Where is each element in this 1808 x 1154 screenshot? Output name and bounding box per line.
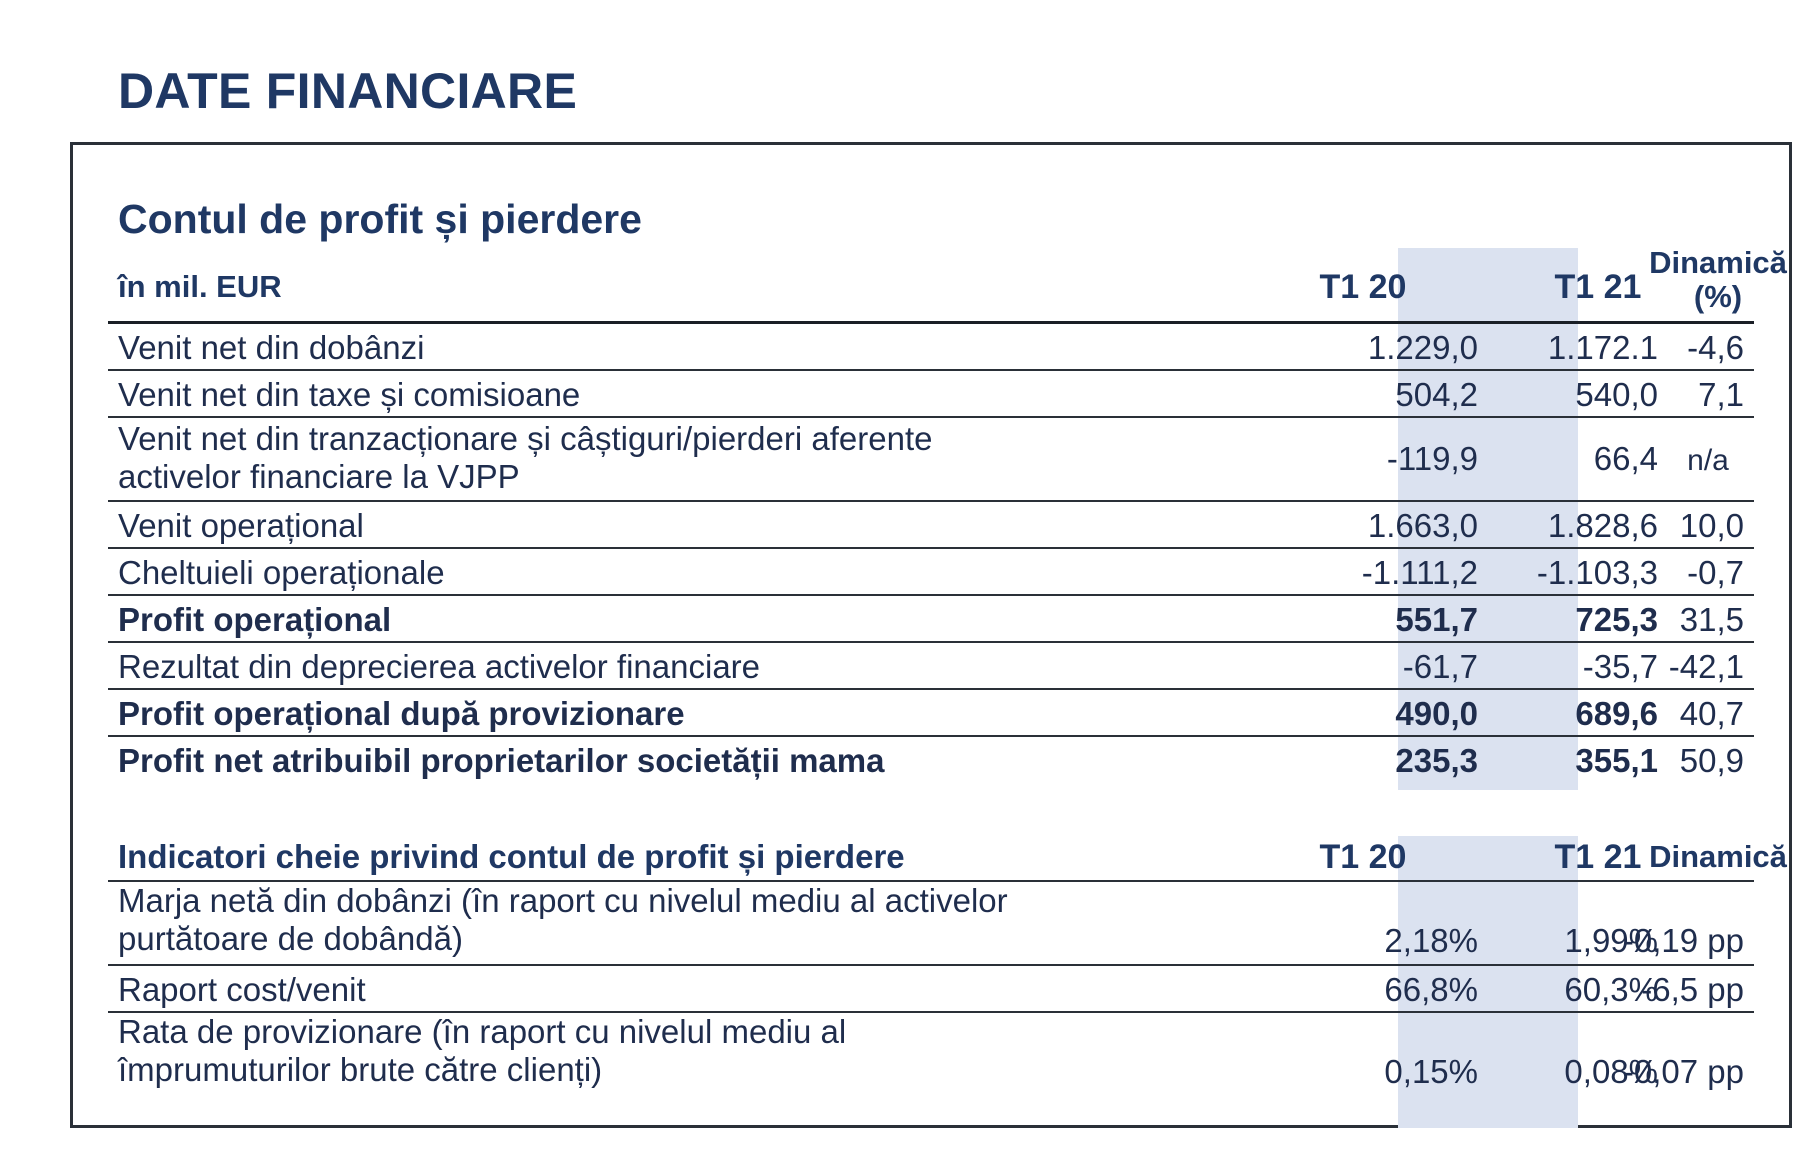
col-header-dynamics: Dinamică (%) (1588, 246, 1808, 314)
value-t1-20: 551,7 (1395, 601, 1478, 638)
value-dynamics: -0,19 pp (1622, 922, 1744, 959)
col-header-t1-21: T1 21 (1554, 268, 1642, 306)
value-t1-21: -1.103,3 (1536, 554, 1658, 591)
value-t1-21: 0,08% (1564, 1053, 1658, 1090)
value-t1-21: 725,3 (1575, 601, 1658, 638)
indicators-header: Indicatori cheie privind contul de profi… (108, 836, 1787, 882)
table-row: Venit net din tranzacționare și câștigur… (108, 418, 1754, 502)
value-dynamics: 50,9 (1679, 742, 1744, 779)
row-label-line2: purtătoare de dobândă) (118, 920, 463, 957)
value-t1-21: -35,7 (1582, 648, 1658, 685)
row-label: Venit operațional (118, 507, 364, 544)
col-header-dynamics: Dinamică (1649, 839, 1787, 874)
value-t1-20: 66,8% (1384, 971, 1478, 1008)
row-label-line1: Rata de provizionare (în raport cu nivel… (118, 1013, 847, 1050)
table-row: Venit operațional 1.663,0 1.828,6 10,0 (108, 502, 1754, 549)
value-t1-20: 1.229,0 (1367, 329, 1478, 366)
value-dynamics: 7,1 (1698, 376, 1744, 413)
table-row: Cheltuieli operaționale -1.111,2 -1.103,… (108, 549, 1754, 596)
table-row: Marja netă din dobânzi (în raport cu niv… (108, 882, 1754, 966)
table-row: Raport cost/venit 66,8% 60,3% -6,5 pp (108, 966, 1754, 1013)
row-label: Profit net atribuibil proprietarilor soc… (118, 742, 885, 779)
financial-data-frame (70, 142, 1792, 1128)
value-t1-21: 1.172.1 (1547, 329, 1658, 366)
row-label: Rata de provizionare (în raport cu nivel… (118, 1013, 1178, 1089)
table-row: Rata de provizionare (în raport cu nivel… (108, 1013, 1754, 1103)
value-t1-21: 1.828,6 (1547, 507, 1658, 544)
page-title: DATE FINANCIARE (118, 63, 578, 119)
col-header-t1-21: T1 21 (1554, 838, 1642, 876)
row-label: Raport cost/venit (118, 971, 366, 1008)
value-dynamics: n/a (1687, 444, 1729, 477)
table-row: Profit net atribuibil proprietarilor soc… (108, 737, 1754, 790)
t1-21-column-highlight-bottom (1398, 836, 1578, 1128)
col-header-dynamics-line2: (%) (1693, 279, 1743, 314)
value-t1-20: 490,0 (1395, 695, 1478, 732)
table-row: Venit net din taxe și comisioane 504,2 5… (108, 371, 1754, 418)
row-label: Venit net din tranzacționare și câștigur… (118, 420, 1178, 496)
value-dynamics: -42,1 (1668, 648, 1744, 685)
row-label-line1: Venit net din tranzacționare și câștigur… (118, 420, 933, 457)
value-t1-20: -1.111,2 (1361, 554, 1478, 591)
value-t1-20: 1.663,0 (1367, 507, 1478, 544)
value-t1-21: 355,1 (1575, 742, 1658, 779)
indicators-title: Indicatori cheie privind contul de profi… (118, 838, 905, 875)
value-dynamics: 40,7 (1679, 695, 1744, 732)
row-label-line2: activelor financiare la VJPP (118, 458, 520, 495)
value-t1-20: 2,18% (1384, 922, 1478, 959)
table-row: Venit net din dobânzi 1.229,0 1.172.1 -4… (108, 324, 1754, 371)
value-dynamics: -0,7 (1687, 554, 1744, 591)
value-t1-21: 60,3% (1564, 971, 1658, 1008)
value-dynamics: -6,5 pp (1641, 971, 1744, 1008)
table-row: Profit operațional după provizionare 490… (108, 690, 1754, 737)
section-title-profit-loss: Contul de profit și pierdere (118, 196, 642, 242)
value-t1-20: -119,9 (1386, 440, 1478, 477)
row-label-line2: împrumuturilor brute către clienți) (118, 1051, 603, 1088)
value-t1-20: 504,2 (1395, 376, 1478, 413)
row-label: Rezultat din deprecierea activelor finan… (118, 648, 761, 685)
value-dynamics: 10,0 (1679, 507, 1744, 544)
col-header-t1-20: T1 20 (1319, 268, 1407, 306)
table-row: Rezultat din deprecierea activelor finan… (108, 643, 1754, 690)
row-label-line1: Marja netă din dobânzi (în raport cu niv… (118, 882, 1008, 919)
row-label: Cheltuieli operaționale (118, 554, 445, 591)
row-label: Marja netă din dobânzi (în raport cu niv… (118, 882, 1178, 958)
value-dynamics: -4,6 (1687, 329, 1744, 366)
value-t1-20: 235,3 (1395, 742, 1478, 779)
value-dynamics: -0,07 pp (1622, 1053, 1744, 1090)
value-t1-21: 540,0 (1575, 376, 1658, 413)
row-label: Profit operațional după provizionare (118, 695, 685, 732)
row-label: Venit net din dobânzi (118, 329, 425, 366)
value-t1-20: 0,15% (1384, 1053, 1478, 1090)
col-header-dynamics-line1: Dinamică (1649, 245, 1787, 280)
col-header-t1-20: T1 20 (1319, 838, 1407, 876)
value-t1-20: -61,7 (1402, 648, 1478, 685)
unit-label: în mil. EUR (118, 269, 282, 304)
table-header: în mil. EUR T1 20 T1 21 Dinamică (%) (108, 246, 1787, 324)
value-t1-21: 689,6 (1575, 695, 1658, 732)
row-label: Venit net din taxe și comisioane (118, 376, 581, 413)
value-t1-21: 66,4 (1593, 440, 1658, 477)
table-row: Profit operațional 551,7 725,3 31,5 (108, 596, 1754, 643)
value-dynamics: 31,5 (1679, 601, 1744, 638)
row-label: Profit operațional (118, 601, 392, 638)
value-t1-21: 1,99% (1564, 922, 1658, 959)
t1-21-column-highlight-top (1398, 248, 1578, 790)
